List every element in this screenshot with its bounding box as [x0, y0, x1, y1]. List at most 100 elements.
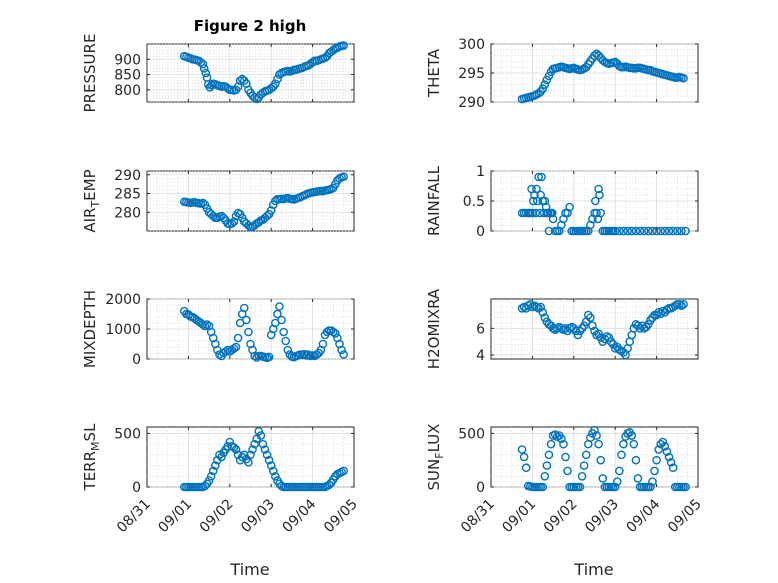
data-point: [595, 190, 604, 200]
data-point: [559, 325, 568, 334]
data-point: [262, 211, 272, 221]
data-point: [534, 172, 543, 182]
data-point: [681, 226, 690, 236]
data-point: [523, 301, 533, 310]
data-point: [548, 324, 558, 333]
data-point: [664, 452, 674, 462]
y-axis-label-main: TERR: [81, 451, 99, 492]
data-markers: [179, 426, 348, 492]
data-markers: [179, 302, 348, 363]
data-point: [273, 74, 282, 84]
y-tick-label: 1000: [105, 322, 141, 338]
data-point: [206, 471, 216, 481]
y-axis-label: AIRTEMP: [81, 169, 102, 232]
data-point: [631, 226, 641, 236]
data-point: [268, 466, 278, 476]
data-point: [565, 202, 574, 212]
data-point: [239, 303, 249, 313]
data-point: [324, 480, 334, 490]
x-tick-label: 09/03: [238, 496, 278, 536]
data-point: [521, 463, 531, 473]
data-point: [610, 482, 620, 492]
data-point: [627, 431, 637, 440]
data-point: [673, 226, 682, 236]
y-axis-label-subscript: M: [89, 441, 102, 451]
data-point: [596, 208, 606, 218]
data-point: [339, 350, 348, 359]
data-point: [559, 439, 568, 449]
y-tick-label: 500: [114, 426, 141, 442]
data-point: [619, 226, 628, 236]
data-point: [623, 226, 632, 236]
y-axis-label: THETA: [425, 48, 443, 98]
data-point: [650, 466, 659, 476]
data-point: [231, 342, 241, 352]
data-point: [266, 206, 276, 215]
data-point: [579, 461, 589, 470]
subplot-2: 290 295 300 THETA: [425, 37, 699, 111]
data-markers: [179, 41, 348, 104]
data-point: [339, 466, 348, 476]
data-point: [221, 347, 230, 356]
data-point: [546, 439, 556, 449]
y-tick-label: 0: [476, 224, 485, 240]
data-point: [227, 219, 237, 228]
x-tick-label: 09/05: [665, 496, 705, 536]
data-point: [339, 172, 348, 181]
data-point: [675, 300, 684, 309]
y-tick-label: 290: [114, 168, 141, 184]
y-tick-label: 0: [132, 480, 141, 496]
data-point: [339, 41, 348, 50]
data-point: [519, 452, 529, 462]
data-point: [517, 445, 527, 454]
data-point: [211, 461, 220, 470]
data-point: [660, 441, 670, 451]
data-point: [538, 308, 548, 317]
data-point: [231, 445, 241, 454]
x-tick-label: 08/31: [114, 496, 154, 536]
data-point: [262, 450, 272, 460]
data-point: [223, 441, 233, 451]
y-axis-label-main: RAINFALL: [425, 165, 443, 236]
data-point: [544, 226, 554, 236]
data-point: [337, 345, 346, 355]
data-point: [199, 64, 209, 73]
subplot-3: 280 285 290 AIRTEMP: [81, 168, 355, 233]
x-tick-label: 09/05: [321, 496, 361, 536]
data-point: [679, 300, 688, 309]
y-tick-label: 0.5: [463, 194, 485, 210]
data-point: [540, 471, 550, 481]
y-axis-label-main: MIXDEPTH: [81, 290, 99, 368]
y-tick-label: 900: [114, 52, 141, 68]
data-point: [612, 477, 622, 486]
data-point: [656, 439, 666, 449]
data-point: [254, 426, 264, 436]
x-tick-label: 09/01: [499, 496, 539, 536]
data-point: [273, 309, 282, 319]
data-point: [668, 226, 678, 236]
data-point: [200, 481, 210, 491]
data-point: [670, 301, 680, 310]
data-point: [322, 327, 332, 337]
data-point: [279, 327, 288, 337]
data-point: [617, 450, 626, 460]
subplot-5: 0 1000 2000 MIXDEPTH: [81, 290, 355, 368]
data-point: [229, 443, 239, 452]
data-point: [547, 208, 557, 218]
data-point: [252, 353, 262, 362]
data-markers: [517, 425, 690, 492]
data-point: [198, 320, 208, 329]
y-axis-label: TERRMSL: [81, 423, 102, 492]
data-point: [633, 474, 643, 483]
y-axis-label-tail: LUX: [425, 424, 443, 453]
y-tick-label: 295: [458, 66, 485, 82]
subplot-7: 0 500 08/31 09/01 09/02 09/03 09/04 09/05 TERRMS…: [81, 423, 361, 536]
x-tick-label: 09/04: [624, 496, 664, 536]
y-tick-label: 4: [476, 348, 485, 364]
data-point: [544, 450, 554, 460]
data-point: [244, 458, 253, 467]
data-point: [644, 226, 653, 236]
